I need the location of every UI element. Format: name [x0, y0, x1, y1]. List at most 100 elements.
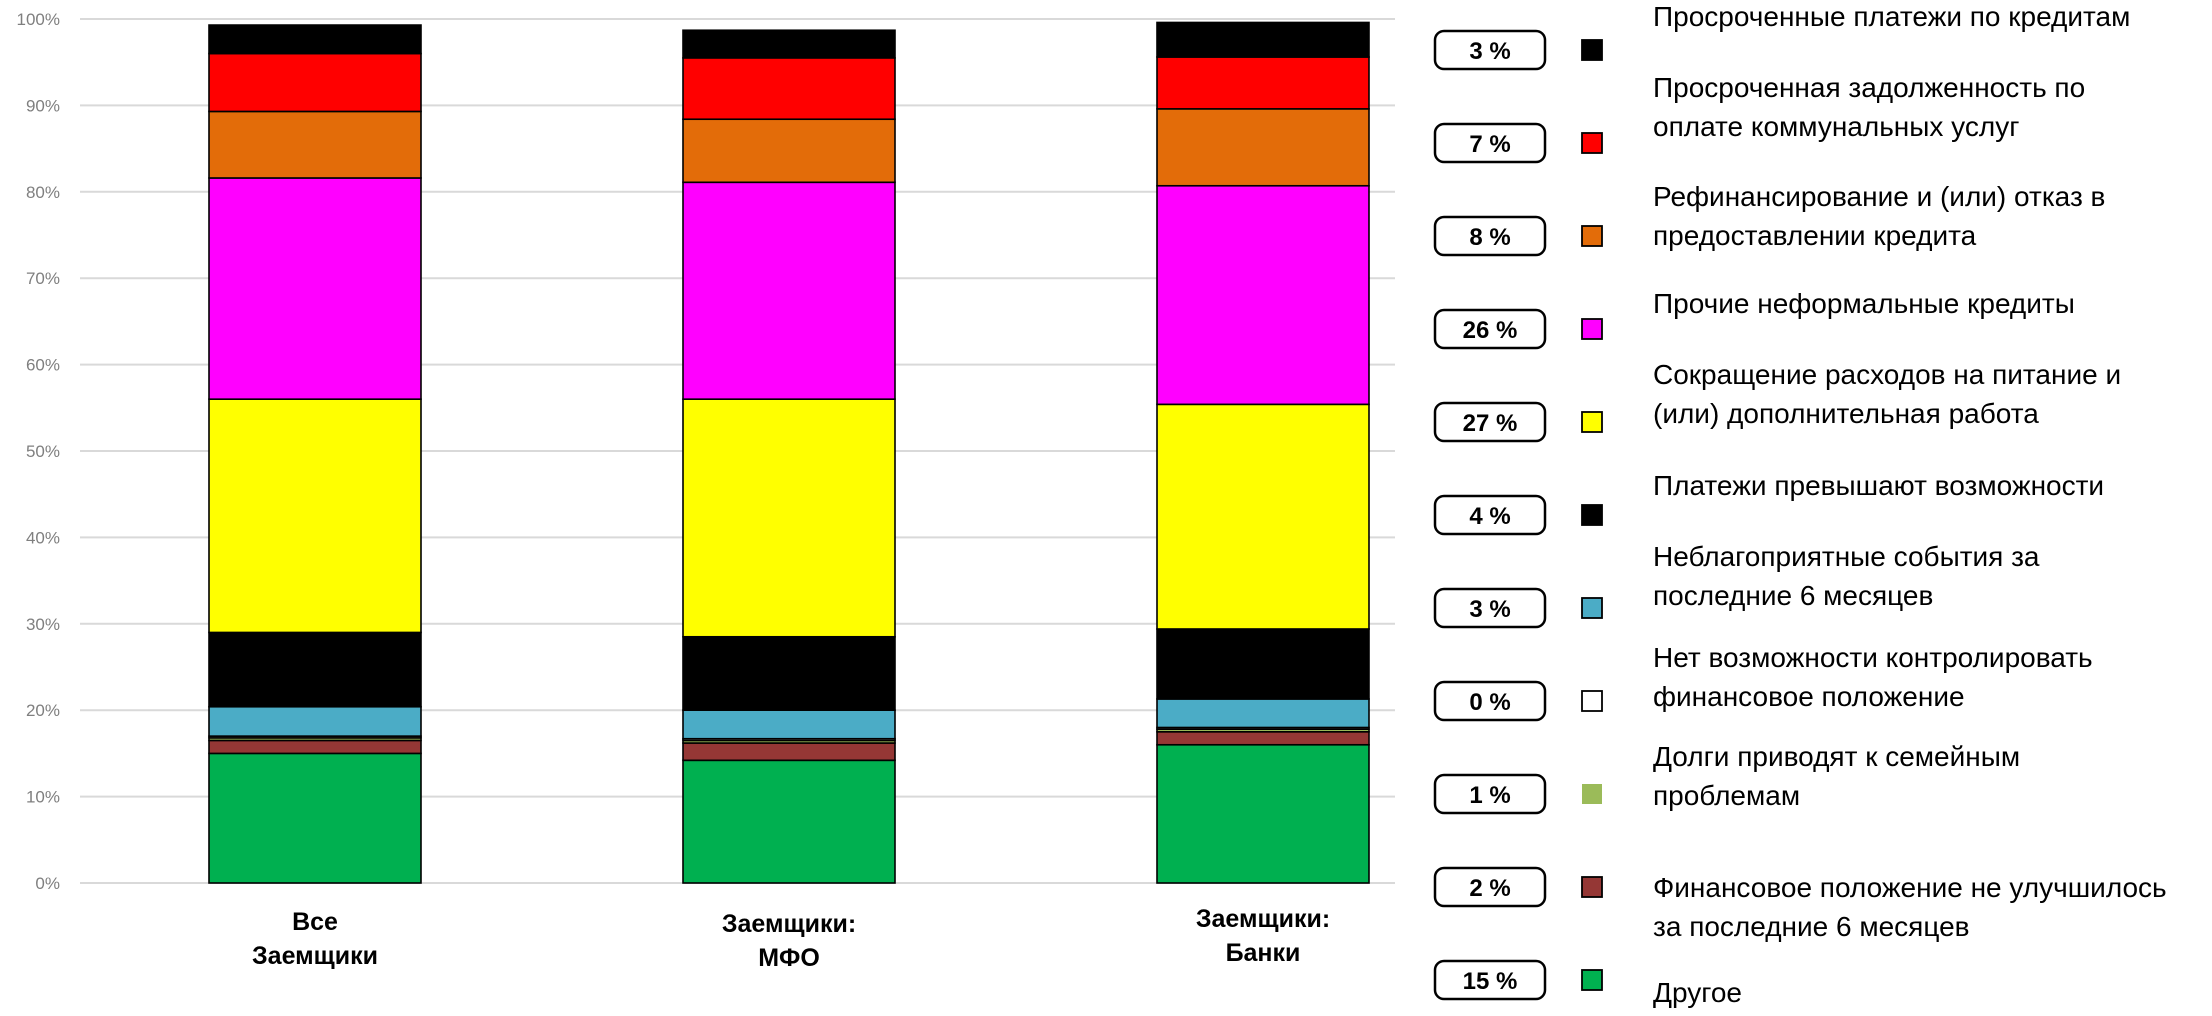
legend-badge-value: 2 %: [1469, 875, 1510, 902]
legend-item: 7 % Просроченная задолженность по оплате к…: [1433, 72, 2085, 164]
legend-label: Платежи превышают возможности: [1653, 470, 2104, 501]
legend-badge: [1433, 122, 1547, 164]
y-tick-label: 50%: [26, 442, 60, 461]
legend-badge: [1433, 680, 1547, 722]
y-tick-label: 100%: [17, 10, 60, 29]
legend-badge-value: 15 %: [1463, 968, 1518, 995]
legend-swatch: [1581, 969, 1603, 991]
legend-item: 4 % Платежи превышают возможности: [1433, 470, 2104, 536]
legend-badge: [1433, 308, 1547, 350]
bar-segment: [682, 57, 896, 121]
bar-segment: [682, 742, 896, 762]
legend-badge: [1433, 773, 1547, 815]
legend-badge-value: 4 %: [1469, 503, 1510, 530]
x-axis: Все Заемщики Заемщики: МФО Заемщики: Банки: [252, 905, 1330, 972]
legend-swatch: [1581, 132, 1603, 154]
legend-badge-value: 1 %: [1469, 782, 1510, 809]
legend-item: 8 % Рефинансирование и (или) отказ в предо…: [1433, 181, 2105, 257]
bar-stack: [1156, 21, 1370, 884]
legend-item: 2 % Финансовое положение не улучшилось за …: [1433, 866, 2167, 942]
legend-label: Нет возможности контролировать финансовое…: [1653, 642, 2093, 712]
legend-label: Просроченная задолженность по оплате комм…: [1653, 72, 2085, 142]
bar-segment: [208, 52, 422, 113]
y-tick-label: 90%: [26, 96, 60, 115]
legend-swatch: [1581, 318, 1603, 340]
bar-segment: [1156, 743, 1370, 884]
bar-segment: [682, 118, 896, 184]
legend-label: Финансовое положение не улучшилось за пос…: [1653, 872, 2167, 942]
bar-segment: [208, 631, 422, 708]
legend-label: Просроченные платежи по кредитам: [1653, 1, 2130, 32]
bar-segment: [208, 705, 422, 737]
y-axis: 0% 10% 20% 30% 40% 50% 60% 70% 80% 90% 100%: [17, 10, 60, 893]
legend-badge-value: 26 %: [1463, 317, 1518, 344]
legend-item: 26 % Прочие неформальные кредиты: [1433, 288, 2075, 350]
y-tick-label: 20%: [26, 701, 60, 720]
x-category-label: Заемщики:: [1196, 905, 1330, 933]
legend-item: 15 % Другое: [1433, 959, 1742, 1008]
legend-badge: [1433, 29, 1547, 71]
bar-segment: [1156, 21, 1370, 58]
legend-swatch: [1581, 876, 1603, 898]
legend-label: Долги приводят к семейным проблемам: [1653, 741, 2020, 811]
legend-swatch: [1581, 39, 1603, 61]
bar-segment: [682, 709, 896, 740]
y-tick-label: 80%: [26, 183, 60, 202]
x-category-label: Заемщики: [252, 942, 378, 970]
legend-badge-value: 8 %: [1469, 224, 1510, 251]
legend-badge-value: 3 %: [1469, 596, 1510, 623]
y-tick-label: 0%: [35, 874, 60, 893]
legend-badge: [1433, 215, 1547, 257]
y-tick-label: 10%: [26, 788, 60, 807]
bar-segment: [208, 739, 422, 755]
legend-badge: [1433, 866, 1547, 908]
bar-segment: [682, 398, 896, 638]
legend-swatch: [1581, 690, 1603, 712]
legend-label: Неблагоприятные события за последние 6 ме…: [1653, 541, 2040, 611]
legend-badge: [1433, 959, 1547, 1001]
bar-segment: [208, 110, 422, 179]
legend-label: Сокращение расходов на питание и (или) до…: [1653, 359, 2121, 429]
legend-swatch: [1581, 411, 1603, 433]
bar-segment: [682, 759, 896, 884]
legend-label: Другое: [1653, 977, 1742, 1008]
bar-segment: [682, 29, 896, 59]
legend-item: 27 % Сокращение расходов на питание и (или…: [1433, 359, 2121, 443]
legend-badge: [1433, 494, 1547, 536]
legend-badge: [1433, 401, 1547, 443]
bar-segment: [1156, 698, 1370, 729]
bar-segment: [1156, 628, 1370, 700]
legend-badge-value: 3 %: [1469, 38, 1510, 65]
bar-segment: [208, 177, 422, 400]
legend-swatch: [1581, 225, 1603, 247]
legend-swatch: [1581, 504, 1603, 526]
x-category-label: МФО: [758, 944, 820, 972]
y-tick-label: 30%: [26, 615, 60, 634]
legend-item: 1 % Долги приводят к семейным проблемам: [1433, 741, 2020, 815]
legend-badge: [1433, 587, 1547, 629]
bar-stack: [682, 29, 896, 884]
legend-item: 0 % Нет возможности контролировать финансо…: [1433, 642, 2093, 722]
bar-segment: [1156, 56, 1370, 110]
x-category-label: Банки: [1226, 939, 1301, 967]
bar-segment: [1156, 403, 1370, 630]
y-tick-label: 40%: [26, 528, 60, 547]
bar-segment: [208, 752, 422, 884]
x-category-label: Все: [292, 908, 338, 936]
bar-segment: [208, 398, 422, 634]
bar-segment: [1156, 730, 1370, 746]
y-tick-label: 60%: [26, 356, 60, 375]
x-category-label: Заемщики:: [722, 910, 856, 938]
legend-badge-value: 0 %: [1469, 689, 1510, 716]
legend-label: Прочие неформальные кредиты: [1653, 288, 2075, 319]
bar-segment: [682, 635, 896, 712]
legend-label: Рефинансирование и (или) отказ в предоста…: [1653, 181, 2105, 251]
y-tick-label: 70%: [26, 269, 60, 288]
legend-badge-value: 7 %: [1469, 131, 1510, 158]
bar-stack: [208, 24, 422, 884]
bar-segment: [208, 24, 422, 55]
legend-item: 3 % Просроченные платежи по кредитам: [1433, 1, 2130, 71]
bar-segment: [1156, 108, 1370, 187]
bar-segment: [1156, 184, 1370, 406]
